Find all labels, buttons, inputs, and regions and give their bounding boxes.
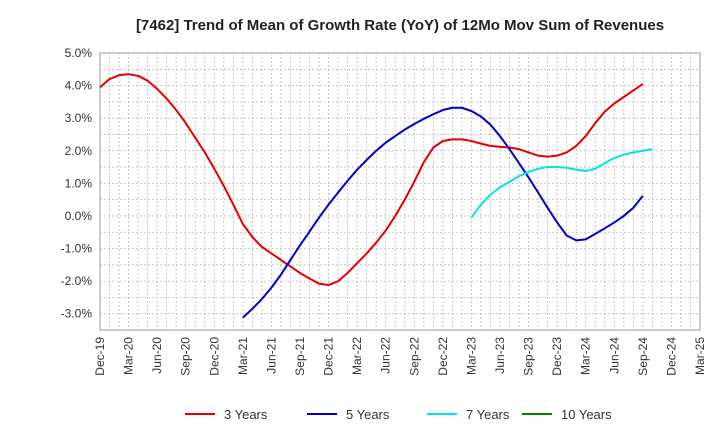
x-tick-label: Dec-22 [436, 337, 450, 376]
x-tick-label: Dec-20 [207, 337, 221, 376]
x-tick-label: Sep-24 [636, 337, 650, 376]
x-axis: Dec-19 Mar-20 Jun-20 Sep-20 Dec-20 Mar-21 Jun-… [93, 337, 707, 376]
x-tick-label: Dec-23 [550, 337, 564, 376]
series-line-3-years [99, 73, 644, 287]
legend-label: 3 Years [224, 407, 268, 422]
x-tick-label: Jun-21 [264, 337, 278, 374]
series-line-5-years [242, 106, 644, 319]
x-tick-label: Mar-20 [122, 337, 136, 375]
y-tick-label: 1.0% [65, 176, 93, 190]
legend-label: 5 Years [346, 407, 390, 422]
x-tick-label: Jun-22 [379, 337, 393, 374]
x-tick-label: Dec-19 [93, 337, 107, 376]
y-tick-label: 4.0% [65, 79, 93, 93]
legend-label: 10 Years [561, 407, 612, 422]
y-tick-label: 5.0% [65, 46, 93, 60]
series-line-7-years [470, 148, 653, 219]
x-tick-label: Sep-21 [293, 337, 307, 376]
y-tick-label: -1.0% [61, 242, 93, 256]
y-tick-label: -2.0% [61, 274, 93, 288]
y-axis: 5.0% 4.0% 3.0% 2.0% 1.0% 0.0% -1.0% -2.0% -3.0% [61, 46, 93, 321]
series-lines [99, 73, 653, 319]
x-tick-label: Sep-22 [407, 337, 421, 376]
x-tick-label: Jun-23 [493, 337, 507, 374]
x-tick-label: Mar-23 [464, 337, 478, 375]
x-tick-label: Dec-21 [322, 337, 336, 376]
chart-title: [7462] Trend of Mean of Growth Rate (YoY… [136, 17, 664, 34]
y-tick-label: 2.0% [65, 144, 93, 158]
x-tick-label: Mar-22 [350, 337, 364, 375]
y-tick-label: -3.0% [61, 307, 93, 321]
x-tick-label: Dec-24 [664, 337, 678, 376]
x-tick-label: Jun-24 [607, 337, 621, 374]
plot-area [99, 52, 701, 331]
x-tick-label: Mar-21 [236, 337, 250, 375]
x-tick-label: Sep-20 [179, 337, 193, 376]
y-tick-label: 0.0% [65, 209, 93, 223]
legend-label: 7 Years [466, 407, 510, 422]
x-tick-label: Sep-23 [522, 337, 536, 376]
legend: 3 Years 5 Years 7 Years 10 Years [185, 407, 612, 422]
y-tick-label: 3.0% [65, 111, 93, 125]
x-tick-label: Mar-24 [579, 337, 593, 375]
x-tick-label: Jun-20 [150, 337, 164, 374]
x-tick-label: Mar-25 [693, 337, 707, 375]
